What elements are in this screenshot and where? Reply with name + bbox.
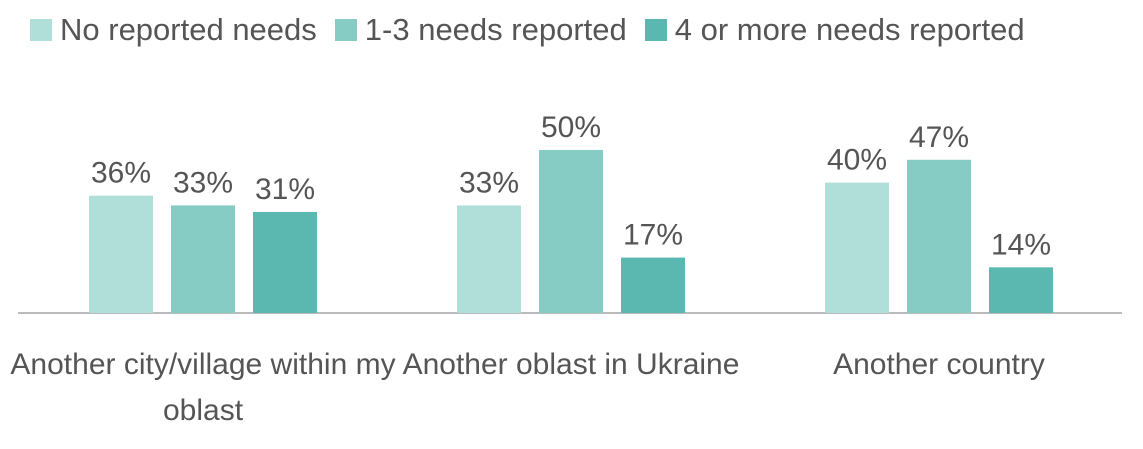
legend: No reported needs 1-3 needs reported 4 or … [30, 12, 1025, 48]
value-label: 36% [91, 157, 151, 190]
legend-item: 1-3 needs reported [334, 12, 627, 48]
value-label: 31% [255, 173, 315, 206]
value-label: 40% [827, 144, 887, 177]
bar [989, 267, 1053, 313]
legend-swatch [334, 19, 357, 41]
legend-label: No reported needs [60, 12, 317, 47]
category-label: Another city/village within my oblast [10, 348, 396, 427]
bar [171, 205, 235, 313]
value-label: 14% [991, 228, 1051, 261]
value-label: 33% [173, 166, 233, 199]
value-label: 33% [459, 166, 519, 199]
category-label: Another country [833, 348, 1045, 381]
bar [253, 211, 317, 313]
legend-swatch [30, 19, 52, 41]
legend-item: No reported needs [30, 12, 317, 48]
value-label: 50% [541, 111, 601, 144]
legend-item: 4 or more needs reported [644, 12, 1025, 48]
bar [907, 159, 971, 313]
legend-swatch [644, 19, 667, 41]
category-label: Another oblast in Ukraine [402, 348, 740, 381]
bar [457, 205, 521, 313]
value-label: 17% [623, 219, 683, 252]
bar [825, 182, 889, 313]
value-label: 47% [909, 121, 969, 154]
legend-label: 1-3 needs reported [364, 12, 627, 47]
bar [89, 195, 153, 313]
bar [539, 150, 603, 313]
bar [621, 257, 685, 313]
legend-label: 4 or more needs reported [674, 12, 1025, 47]
